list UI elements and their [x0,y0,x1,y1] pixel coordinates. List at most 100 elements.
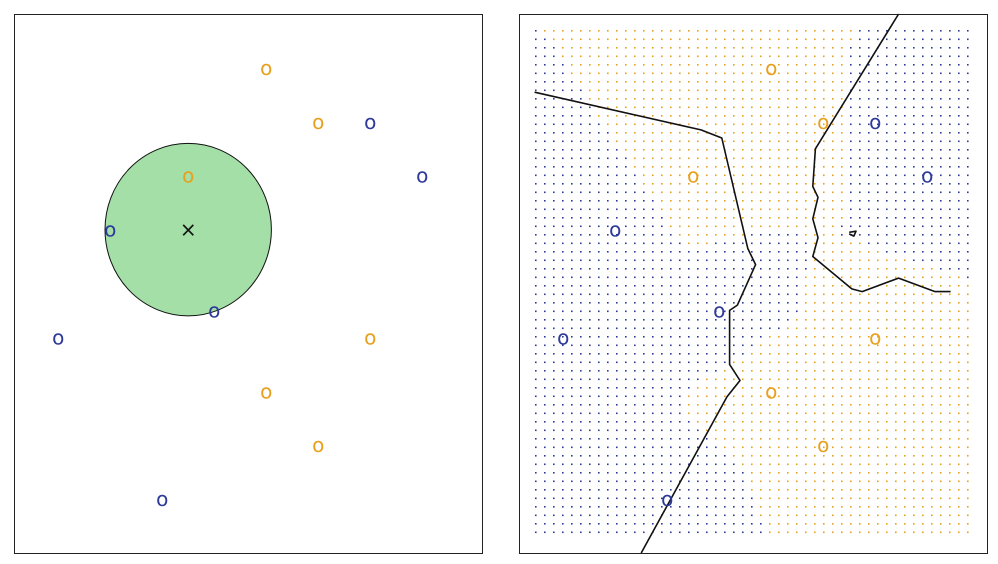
grid-dot [751,251,753,253]
grid-dot [931,310,933,313]
grid-dot [850,242,852,245]
grid-dot [769,336,771,338]
grid-dot [814,421,816,423]
grid-dot [868,327,870,330]
grid-dot [823,285,825,287]
grid-dot [688,310,690,313]
grid-dot [634,370,636,372]
grid-dot [571,472,573,474]
grid-dot [544,472,546,474]
grid-dot [670,259,672,262]
grid-dot [715,166,717,168]
grid-dot [904,174,906,177]
grid-dot [805,191,807,194]
grid-dot [931,327,933,330]
grid-dot [760,81,762,83]
grid-dot [589,302,591,304]
grid-dot [814,438,816,440]
grid-dot [562,106,564,109]
grid-dot [670,429,672,432]
grid-dot [814,336,816,338]
grid-dot [805,387,807,389]
grid-dot [760,523,762,525]
grid-dot [931,268,933,270]
grid-dot [940,140,942,143]
grid-dot [949,208,951,211]
grid-dot [967,302,969,304]
grid-dot [670,217,672,219]
grid-dot [634,200,636,202]
grid-dot [715,463,717,466]
grid-dot [589,191,591,194]
grid-dot [787,268,789,270]
grid-dot [580,251,582,253]
grid-dot [868,463,870,466]
grid-dot [652,302,654,304]
grid-dot [913,123,915,126]
grid-dot [904,149,906,151]
grid-dot [895,64,897,66]
grid-dot [580,242,582,245]
grid-dot [877,166,879,168]
grid-dot [562,149,564,151]
grid-dot [598,285,600,287]
grid-dot [688,98,690,100]
grid-dot [796,259,798,262]
grid-dot [850,472,852,474]
grid-dot [832,55,834,58]
grid-dot [625,234,627,236]
grid-dot [877,514,879,517]
grid-dot [715,242,717,245]
grid-dot [760,438,762,440]
grid-dot [643,463,645,466]
grid-dot [724,421,726,423]
grid-dot [922,81,924,83]
grid-dot [796,157,798,160]
grid-dot [688,140,690,143]
grid-dot [679,98,681,100]
grid-dot [796,89,798,92]
grid-dot [697,523,699,525]
grid-dot [958,344,960,347]
grid-dot [787,531,789,534]
grid-dot [949,123,951,126]
grid-dot [778,506,780,508]
grid-dot [859,497,861,500]
grid-dot [688,344,690,347]
grid-dot [931,30,933,32]
grid-dot [886,531,888,534]
grid-dot [751,200,753,202]
grid-dot [715,310,717,313]
grid-dot [958,132,960,134]
grid-dot [805,285,807,287]
grid-dot [580,497,582,500]
grid-dot [868,336,870,338]
grid-dot [778,251,780,253]
grid-dot [670,157,672,160]
grid-dot [859,89,861,92]
grid-dot [967,353,969,355]
grid-dot [661,208,663,211]
grid-dot [841,353,843,355]
grid-dot [625,463,627,466]
grid-dot [949,217,951,219]
grid-dot [706,259,708,262]
grid-dot [706,149,708,151]
grid-dot [652,217,654,219]
grid-dot [688,531,690,534]
grid-dot [823,370,825,372]
grid-dot [553,268,555,270]
grid-dot [832,251,834,253]
grid-dot [679,472,681,474]
grid-dot [706,378,708,381]
grid-dot [625,149,627,151]
grid-dot [679,446,681,449]
grid-dot [616,64,618,66]
grid-dot [544,242,546,245]
grid-dot [796,531,798,534]
grid-dot [571,319,573,321]
grid-dot [652,225,654,228]
grid-dot [805,293,807,296]
grid-dot [652,166,654,168]
grid-dot [787,55,789,58]
